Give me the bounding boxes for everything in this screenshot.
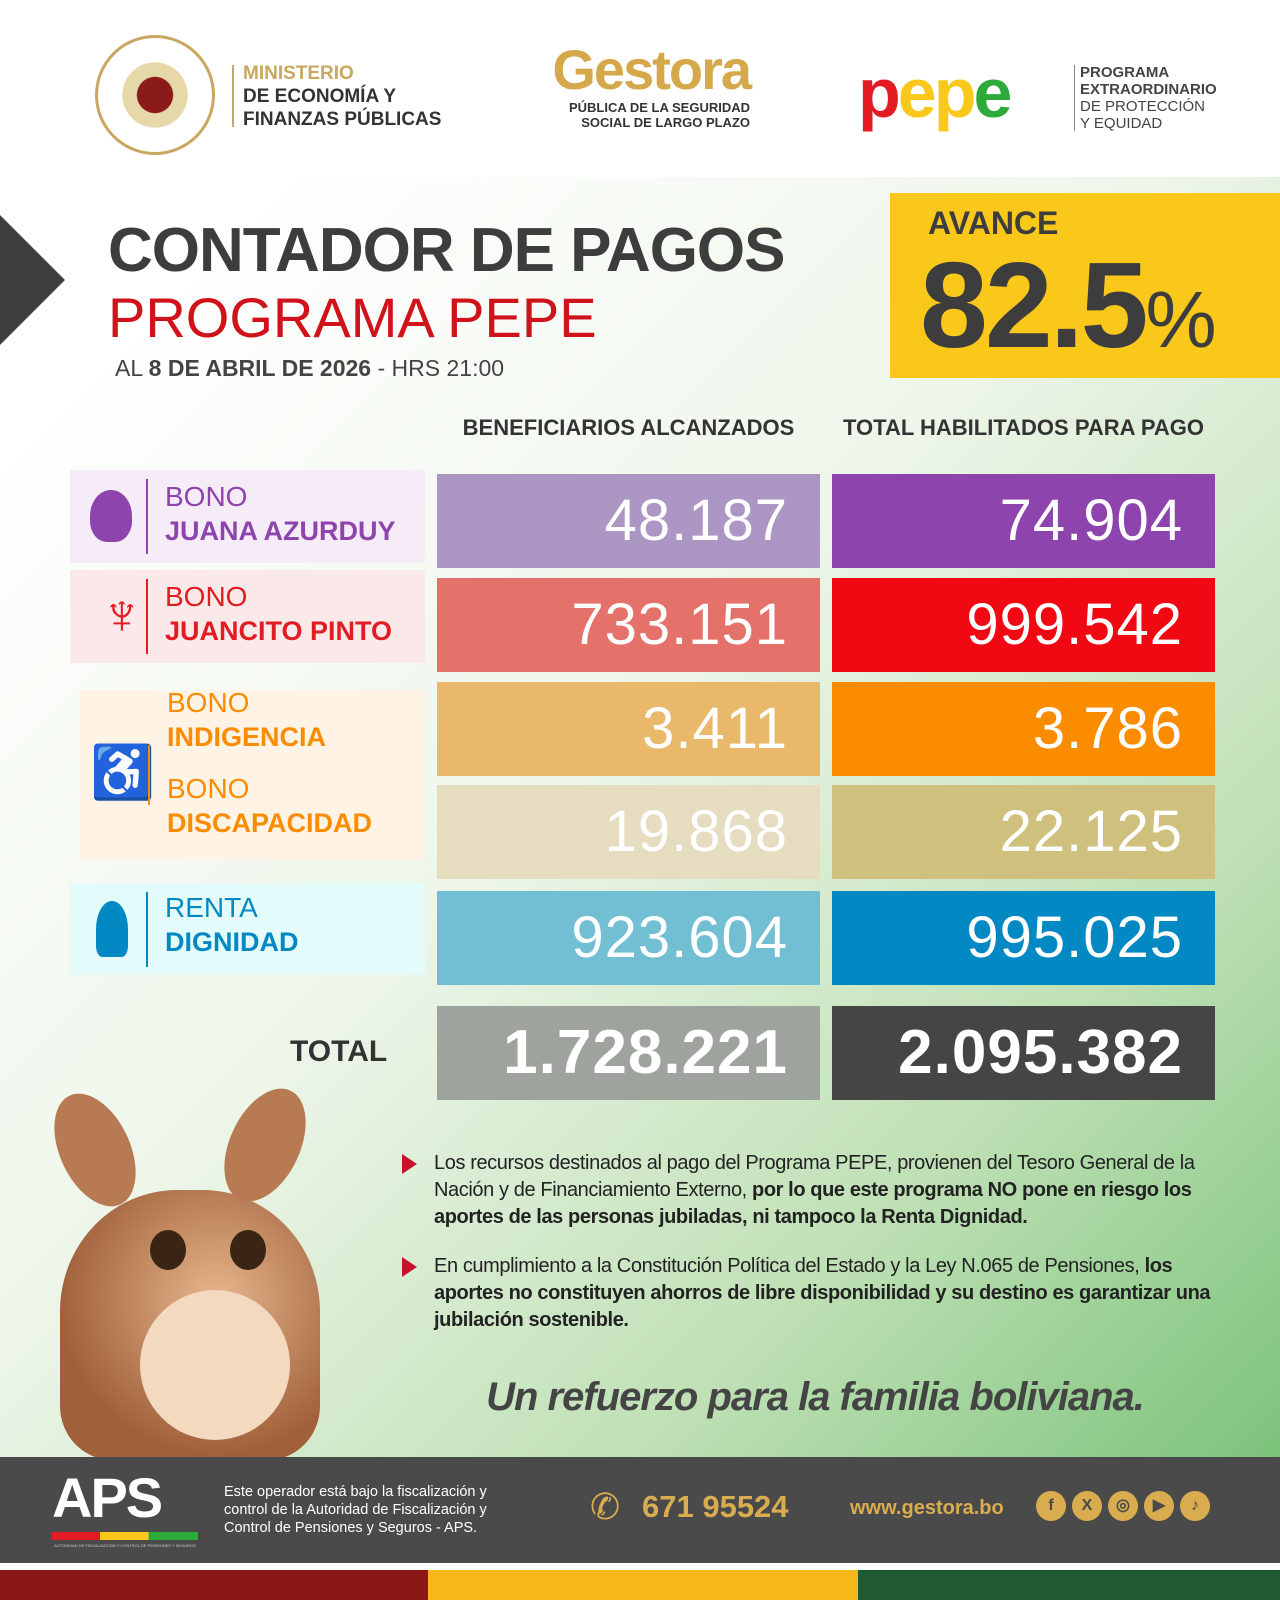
ministry-line: DE ECONOMÍA Y xyxy=(243,86,397,107)
label-type: BONO xyxy=(165,581,248,612)
aps-logo: APS xyxy=(52,1466,163,1529)
cell-reached: 48.187 xyxy=(437,474,820,568)
progress-box: AVANCE 82.5% xyxy=(890,193,1280,378)
note-text: Los recursos destinados al pago del Prog… xyxy=(434,1152,1195,1201)
ministry-line: MINISTERIO xyxy=(243,63,354,84)
gestora-sub: SOCIAL DE LARGO PLAZO xyxy=(581,115,750,130)
label-name: DIGNIDAD xyxy=(165,927,299,957)
label-name: JUANCITO PINTO xyxy=(165,616,393,646)
gestora-name: Gestora xyxy=(552,38,752,101)
label-juancito-pinto: ♆ BONO JUANCITO PINTO xyxy=(70,570,425,663)
instagram-icon[interactable]: ◎ xyxy=(1108,1491,1138,1521)
tiktok-icon[interactable]: ♪ xyxy=(1180,1491,1210,1521)
total-reached: 1.728.221 xyxy=(437,1006,820,1100)
arrow-icon xyxy=(0,215,65,345)
label-indigencia-discapacidad: ♿ BONO INDIGENCIA BONO DISCAPACIDAD xyxy=(80,687,425,860)
disclaimer: Este operador está bajo la fiscalización… xyxy=(224,1484,487,1536)
date-line: AL 8 DE ABRIL DE 2026 - HRS 21:00 xyxy=(115,355,504,382)
slogan: Un refuerzo para la familia boliviana. xyxy=(486,1375,1145,1419)
armadillo-mascot xyxy=(30,1075,390,1460)
x-icon[interactable]: X xyxy=(1072,1491,1102,1521)
page-title: CONTADOR DE PAGOS xyxy=(108,216,786,285)
flag-stripe-yellow xyxy=(428,1570,858,1600)
label-name: INDIGENCIA xyxy=(167,722,327,752)
label-name: DISCAPACIDAD xyxy=(167,808,373,838)
cell-enabled: 3.786 xyxy=(832,682,1215,776)
divider xyxy=(1074,65,1075,131)
label-renta-dignidad: RENTA DIGNIDAD xyxy=(70,883,425,975)
note-item: Los recursos destinados al pago del Prog… xyxy=(402,1150,1222,1231)
pepe-logo: pepe xyxy=(858,54,1012,132)
notes: Los recursos destinados al pago del Prog… xyxy=(402,1150,1222,1356)
mother-child-icon xyxy=(90,490,132,542)
pepe-line: EXTRAORDINARIO xyxy=(1080,81,1217,98)
note-bold: los aportes no constituyen ahorros de li… xyxy=(434,1255,1211,1331)
elderly-icon xyxy=(96,901,128,957)
cell-reached: 3.411 xyxy=(437,682,820,776)
date: 8 DE ABRIL DE 2026 xyxy=(148,355,372,381)
child-icon: ♆ xyxy=(100,582,144,647)
cell-enabled: 22.125 xyxy=(832,785,1215,879)
date-prefix: AL xyxy=(115,355,149,381)
footer: APS AUTORIDAD DE FISCALIZACIÓN Y CONTROL… xyxy=(0,1457,1280,1563)
ministry-line: FINANZAS PÚBLICAS xyxy=(243,109,442,130)
youtube-icon[interactable]: ▶ xyxy=(1144,1491,1174,1521)
cell-enabled: 74.904 xyxy=(832,474,1215,568)
gestora-logo: Gestora PÚBLICA DE LA SEGURIDAD SOCIAL D… xyxy=(500,38,752,131)
gestora-sub: PÚBLICA DE LA SEGURIDAD xyxy=(568,100,750,115)
note-item: En cumplimiento a la Constitución Políti… xyxy=(402,1253,1222,1334)
pepe-line: PROGRAMA xyxy=(1080,64,1170,81)
label-name: JUANA AZURDUY xyxy=(165,516,396,546)
cell-enabled: 999.542 xyxy=(832,578,1215,672)
label-type: BONO xyxy=(167,687,250,718)
progress-label: AVANCE xyxy=(928,205,1059,241)
progress-value: 82.5% xyxy=(920,235,1217,375)
whatsapp-icon: ✆ xyxy=(590,1486,621,1527)
label-type: RENTA xyxy=(165,892,258,923)
note-bold: por lo que este programa NO pone en ries… xyxy=(434,1179,1192,1228)
divider xyxy=(232,65,234,127)
page-subtitle: PROGRAMA PEPE xyxy=(108,286,597,349)
progress-unit: % xyxy=(1145,275,1216,364)
aps-sub: AUTORIDAD DE FISCALIZACIÓN Y CONTROL DE … xyxy=(54,1543,196,1548)
column-header-enabled: TOTAL HABILITADOS PARA PAGO xyxy=(843,415,1204,440)
phone-number[interactable]: 671 95524 xyxy=(642,1489,789,1524)
label-type: BONO xyxy=(165,481,248,512)
website-link[interactable]: www.gestora.bo xyxy=(850,1497,1004,1519)
aps-flag xyxy=(52,1532,198,1540)
total-enabled: 2.095.382 xyxy=(832,1006,1215,1100)
pepe-line: Y EQUIDAD xyxy=(1080,115,1163,132)
progress-number: 82.5 xyxy=(920,237,1148,373)
flag-stripe-red xyxy=(0,1570,428,1600)
ministry-logo: MINISTERIO DE ECONOMÍA Y FINANZAS PÚBLIC… xyxy=(243,62,441,131)
pepe-line: DE PROTECCIÓN xyxy=(1080,98,1206,115)
total-label: TOTAL xyxy=(290,1035,388,1068)
column-header-reached: BENEFICIARIOS ALCANZADOS xyxy=(462,415,795,440)
social-icons: f X ◎ ▶ ♪ xyxy=(1036,1491,1216,1521)
bullet-triangle-icon xyxy=(402,1154,417,1174)
note-text: En cumplimiento a la Constitución Políti… xyxy=(434,1255,1145,1277)
cell-enabled: 995.025 xyxy=(832,891,1215,985)
bullet-triangle-icon xyxy=(402,1257,417,1277)
cell-reached: 733.151 xyxy=(437,578,820,672)
time: - HRS 21:00 xyxy=(371,355,505,381)
seal-logo xyxy=(95,35,215,155)
flag-stripe-green xyxy=(858,1570,1280,1600)
wheelchair-icon: ♿ xyxy=(90,744,155,802)
cell-reached: 19.868 xyxy=(437,785,820,879)
label-juana-azurduy: BONO JUANA AZURDUY xyxy=(70,470,425,563)
cell-reached: 923.604 xyxy=(437,891,820,985)
pepe-text: PROGRAMA EXTRAORDINARIO DE PROTECCIÓN Y … xyxy=(1080,64,1217,132)
facebook-icon[interactable]: f xyxy=(1036,1491,1066,1521)
label-type: BONO xyxy=(167,773,250,804)
